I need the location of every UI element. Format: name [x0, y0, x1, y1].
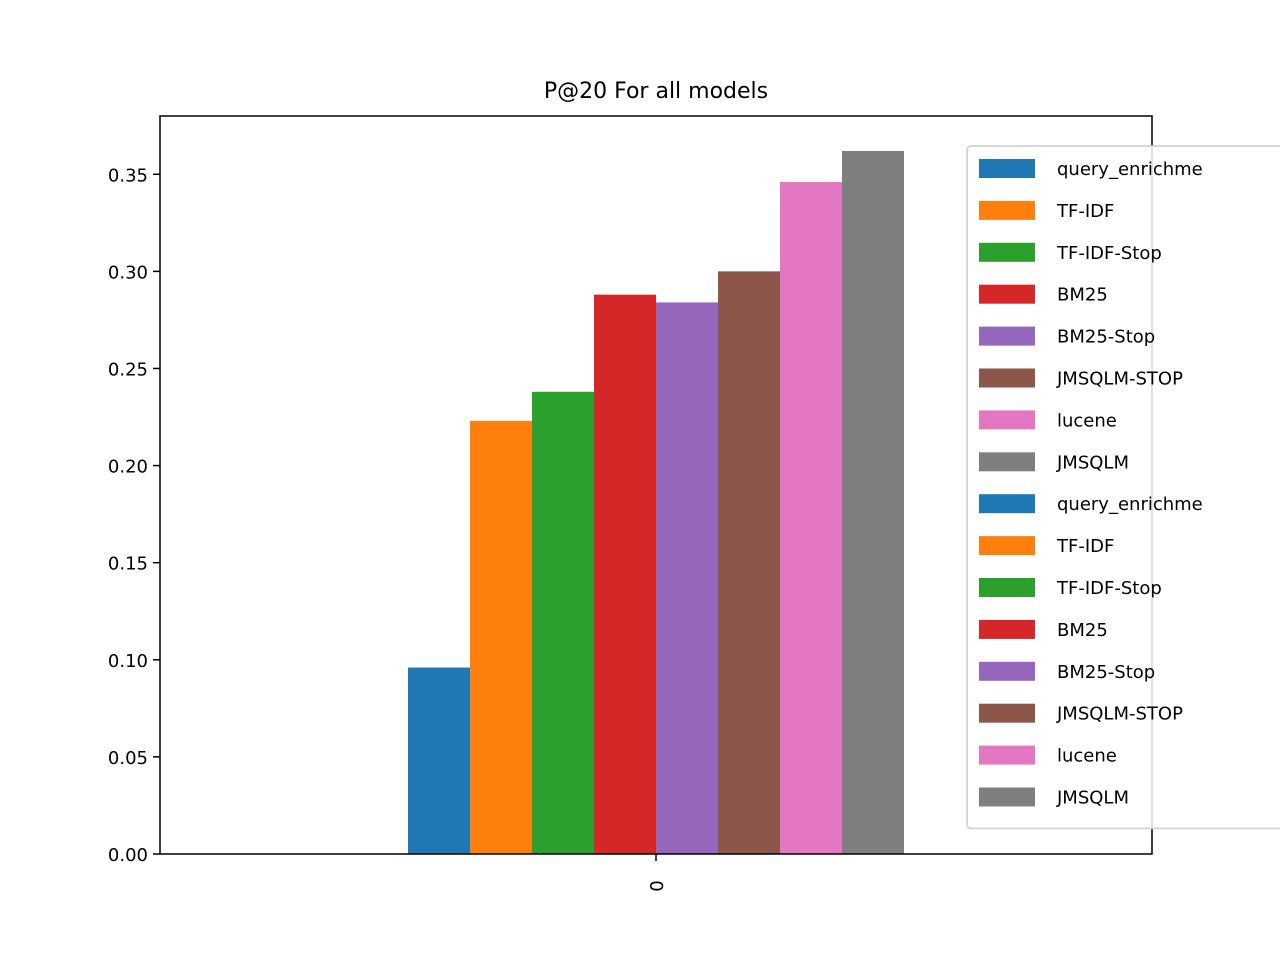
legend-swatch — [979, 326, 1035, 346]
legend-swatch — [979, 536, 1035, 556]
y-tick-label: 0.10 — [108, 651, 148, 672]
x-axis: 0 — [647, 854, 668, 892]
legend-swatch — [979, 745, 1035, 765]
legend-label: query_enrichme — [1057, 494, 1203, 515]
bars-group — [408, 150, 904, 855]
bar-bm25 — [594, 294, 656, 854]
legend-swatch — [979, 410, 1035, 430]
legend-label: JMSQLM-STOP — [1056, 704, 1183, 725]
legend-label: BM25-Stop — [1057, 662, 1155, 683]
bar-tf-idf-stop — [532, 391, 594, 854]
bar-tf-idf — [470, 420, 532, 854]
legend-label: BM25 — [1057, 620, 1108, 641]
y-tick-label: 0.30 — [108, 262, 148, 283]
legend-label: TF-IDF-Stop — [1056, 578, 1162, 599]
legend-label: lucene — [1057, 746, 1117, 767]
y-tick-label: 0.35 — [108, 165, 148, 186]
legend-label: lucene — [1057, 410, 1117, 431]
legend-swatch — [979, 787, 1035, 807]
legend-swatch — [979, 242, 1035, 262]
chart-title: P@20 For all models — [544, 79, 768, 104]
legend-label: JMSQLM-STOP — [1056, 369, 1183, 390]
legend-swatch — [979, 619, 1035, 639]
legend-swatch — [979, 494, 1035, 514]
legend-label: BM25 — [1057, 285, 1108, 306]
legend-swatch — [979, 284, 1035, 304]
bar-bm25-stop — [656, 302, 718, 854]
bar-jmsqlm-stop — [718, 271, 780, 854]
legend-swatch — [979, 661, 1035, 681]
bar-lucene — [780, 182, 842, 854]
x-tick-label: 0 — [647, 880, 668, 891]
y-tick-label: 0.15 — [108, 554, 148, 575]
legend-swatch — [979, 200, 1035, 220]
legend-swatch — [979, 452, 1035, 472]
y-axis: 0.00 0.05 0.10 0.15 0.20 0.25 0.30 0.35 — [108, 165, 160, 866]
y-tick-label: 0.00 — [108, 845, 148, 866]
legend-label: TF-IDF-Stop — [1056, 243, 1162, 264]
y-tick-label: 0.05 — [108, 748, 148, 769]
legend-label: JMSQLM — [1056, 788, 1129, 809]
legend-label: TF-IDF — [1056, 201, 1114, 222]
bar-query-enrichme — [408, 667, 470, 854]
legend-label: JMSQLM — [1056, 452, 1129, 473]
legend-swatch — [979, 703, 1035, 723]
legend-label: query_enrichme — [1057, 159, 1203, 180]
y-tick-label: 0.20 — [108, 457, 148, 478]
legend-swatch — [979, 159, 1035, 178]
legend: query_enrichme TF-IDF TF-IDF-Stop BM25 BM25-… — [966, 145, 1280, 830]
legend-swatch — [979, 578, 1035, 597]
y-tick-label: 0.25 — [108, 359, 148, 380]
legend-label: BM25-Stop — [1057, 327, 1155, 348]
legend-frame — [966, 145, 1280, 830]
bar-jmsqlm — [842, 150, 904, 855]
legend-swatch — [979, 368, 1035, 388]
legend-label: TF-IDF — [1056, 536, 1114, 557]
